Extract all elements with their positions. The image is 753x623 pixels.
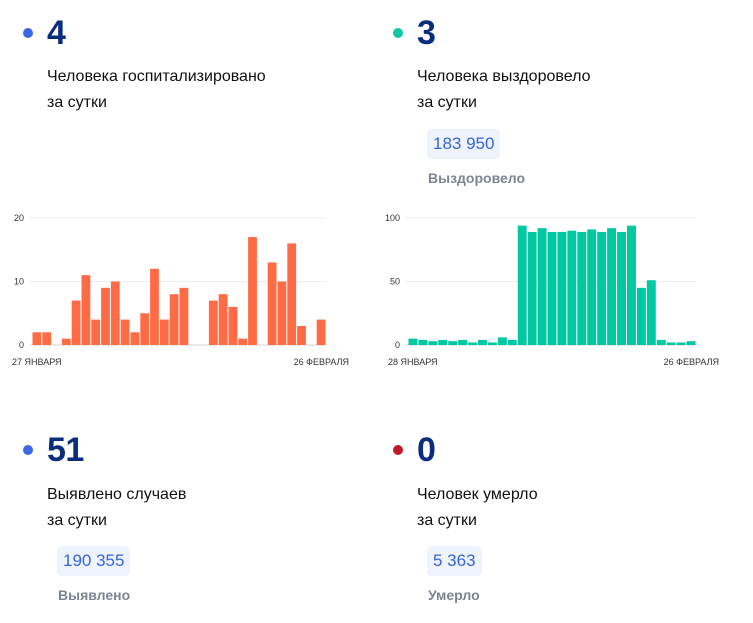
y-tick-label: 100 xyxy=(385,213,400,223)
bar xyxy=(238,338,248,345)
bar xyxy=(42,332,52,345)
bar xyxy=(557,231,567,345)
y-tick-label: 20 xyxy=(14,213,24,223)
bar xyxy=(636,287,646,345)
bar xyxy=(228,306,238,345)
bar xyxy=(120,319,130,345)
deaths-dot-icon xyxy=(393,445,403,455)
bar xyxy=(130,332,140,345)
y-tick-label: 0 xyxy=(395,340,400,350)
bar xyxy=(527,231,537,345)
bar xyxy=(287,243,297,345)
bar xyxy=(297,325,306,345)
deaths-total-label: Умерло xyxy=(428,587,480,603)
bar xyxy=(617,231,626,345)
bar xyxy=(110,281,120,345)
bar xyxy=(408,338,418,345)
hospitalized-dot-icon xyxy=(23,28,33,38)
recovered-value: 3 xyxy=(417,14,436,52)
bar xyxy=(179,287,189,345)
bar xyxy=(91,319,101,345)
chart-x-end-label: 26 ФЕВРАЛЯ xyxy=(294,357,349,367)
bar xyxy=(656,339,666,345)
bar xyxy=(169,294,179,345)
bar xyxy=(517,225,527,345)
deaths-total-badge: 5 363 xyxy=(427,546,482,576)
hospitalized-value: 4 xyxy=(47,14,66,52)
bar xyxy=(32,332,42,345)
bar xyxy=(101,287,110,345)
cases-label-line2: за сутки xyxy=(47,512,107,529)
y-tick-label: 10 xyxy=(14,277,24,287)
bar xyxy=(448,341,458,345)
bar xyxy=(626,225,636,345)
bar xyxy=(458,339,468,345)
bar xyxy=(316,319,326,345)
cases-value: 51 xyxy=(47,431,84,469)
recovered-total-label: Выздоровело xyxy=(428,170,526,186)
bar xyxy=(277,281,287,345)
bar xyxy=(547,231,557,345)
bar xyxy=(567,230,577,345)
cases-dot-icon xyxy=(23,445,33,455)
deaths-value: 0 xyxy=(417,431,436,469)
bar xyxy=(159,319,169,345)
hospitalized-chart: 0 10 20 27 ЯНВАРЯ 26 ФЕВРАЛЯ xyxy=(12,213,349,367)
bar xyxy=(478,339,487,345)
bar xyxy=(507,339,517,345)
bar xyxy=(537,228,547,345)
recovered-label-line2: за сутки xyxy=(417,94,477,111)
deaths-label-line2: за сутки xyxy=(417,512,477,529)
bar xyxy=(577,231,587,345)
bar xyxy=(607,228,617,345)
chart-x-end-label: 26 ФЕВРАЛЯ xyxy=(664,357,719,367)
bar xyxy=(666,342,676,345)
bar xyxy=(140,313,150,345)
deaths-label-line1: Человек умерло xyxy=(417,486,538,503)
cases-label-line1: Выявлено случаев xyxy=(47,486,187,503)
bar xyxy=(150,268,159,345)
bar xyxy=(587,229,597,345)
bar xyxy=(218,294,228,345)
cases-total-badge: 190 355 xyxy=(57,546,131,576)
bar xyxy=(646,280,656,345)
hospitalized-label-line1: Человека госпитализировано xyxy=(47,68,266,85)
y-tick-label: 0 xyxy=(19,340,24,350)
cases-total-label: Выявлено xyxy=(58,587,131,603)
recovered-total-badge: 183 950 xyxy=(427,129,501,159)
y-tick-label: 50 xyxy=(390,277,400,287)
recovered-chart: 0 50 100 28 ЯНВАРЯ 26 ФЕВРАЛЯ xyxy=(385,213,719,367)
bar xyxy=(497,337,507,345)
bar xyxy=(418,339,428,345)
bar xyxy=(428,341,438,345)
bar xyxy=(61,338,71,345)
chart-x-start-label: 28 ЯНВАРЯ xyxy=(388,357,438,367)
chart-x-start-label: 27 ЯНВАРЯ xyxy=(12,357,62,367)
bar xyxy=(686,341,696,345)
bar xyxy=(81,275,91,345)
bar xyxy=(597,231,607,345)
bar xyxy=(267,262,277,345)
bar xyxy=(468,342,478,345)
bar xyxy=(438,339,448,345)
bar xyxy=(208,300,218,345)
hospitalized-label-line2: за сутки xyxy=(47,94,107,111)
recovered-label-line1: Человека выздоровело xyxy=(417,68,591,85)
bar xyxy=(487,342,497,345)
recovered-dot-icon xyxy=(393,28,403,38)
bar xyxy=(71,300,81,345)
bar xyxy=(676,342,686,345)
bar xyxy=(248,237,257,345)
